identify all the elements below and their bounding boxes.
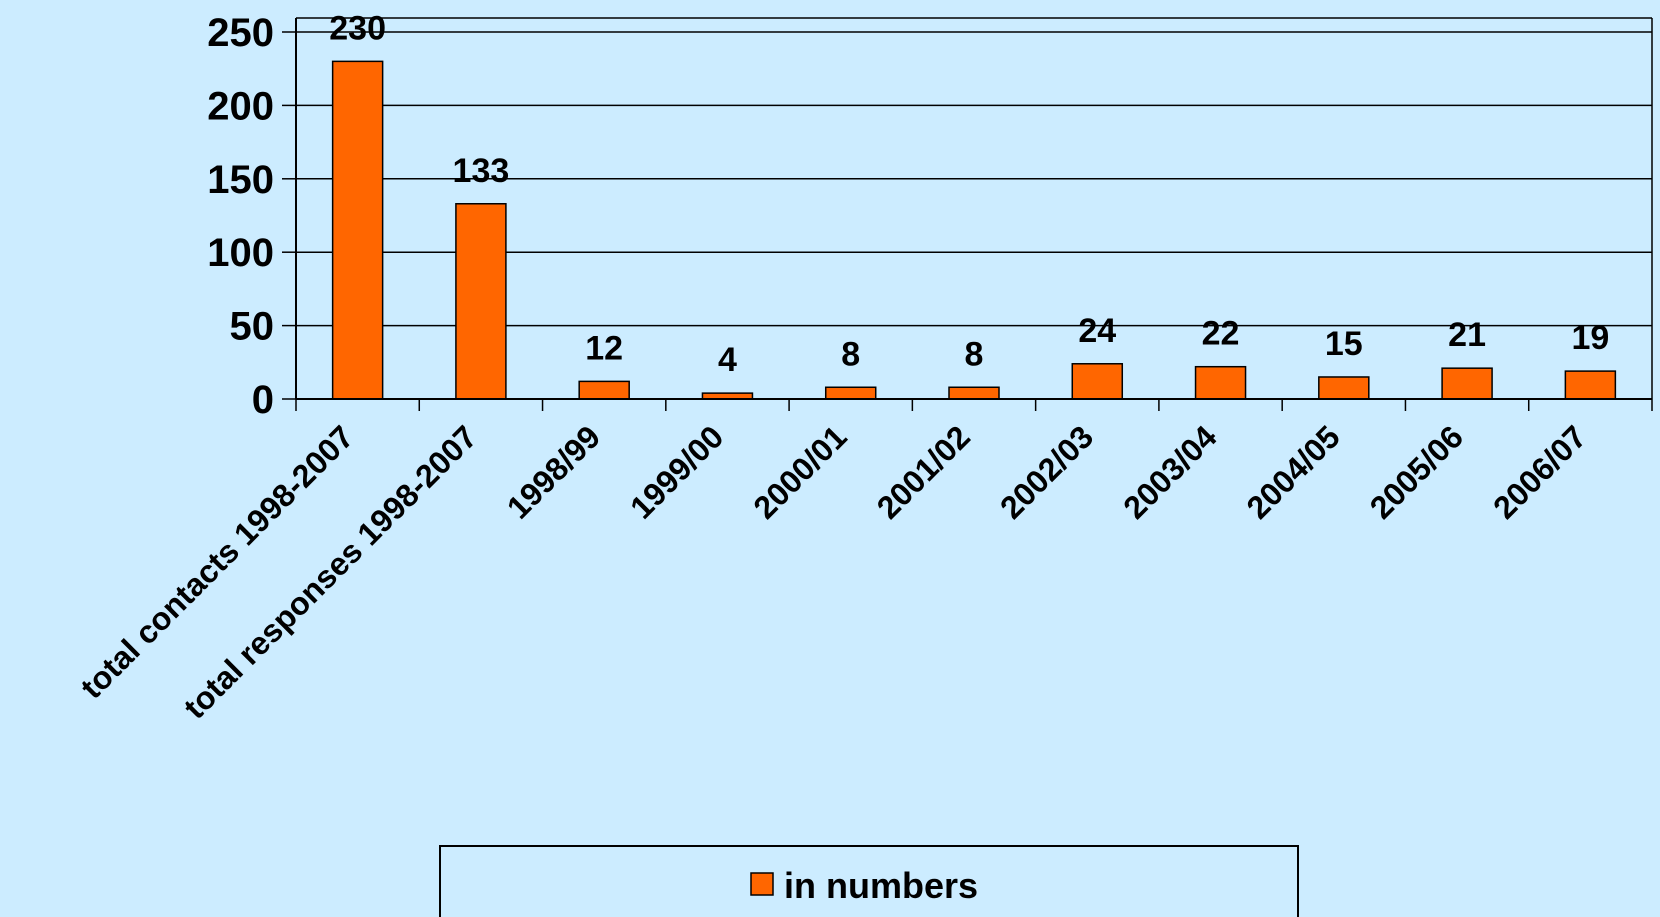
bar xyxy=(1442,368,1492,399)
x-tick-label: 2002/03 xyxy=(993,418,1100,525)
data-label: 12 xyxy=(585,329,623,367)
data-label: 8 xyxy=(965,335,984,373)
bar xyxy=(826,387,876,399)
x-tick-label: 2000/01 xyxy=(746,418,853,525)
bar xyxy=(1072,364,1122,399)
x-tick-label: 2003/04 xyxy=(1116,418,1223,525)
y-tick-label: 250 xyxy=(207,11,274,55)
x-tick-label: 1999/00 xyxy=(623,418,730,525)
y-tick-label: 150 xyxy=(207,158,274,202)
data-labels: 230 133 12 4 8 8 24 22 15 21 19 xyxy=(329,9,1609,379)
data-label: 19 xyxy=(1571,319,1609,357)
bar xyxy=(1319,377,1369,399)
y-tick-label: 0 xyxy=(252,378,274,422)
data-label: 24 xyxy=(1078,312,1116,350)
data-label: 15 xyxy=(1325,325,1363,363)
y-tick-label: 100 xyxy=(207,231,274,275)
data-label: 133 xyxy=(453,152,510,190)
data-label: 22 xyxy=(1202,315,1240,353)
x-tick-label: 1998/99 xyxy=(500,418,607,525)
y-tick-labels: 0 50 100 150 200 250 xyxy=(207,11,274,422)
x-tick-label: 2004/05 xyxy=(1240,418,1347,525)
bar xyxy=(949,387,999,399)
legend-label: in numbers xyxy=(784,865,978,906)
data-label: 21 xyxy=(1448,316,1486,354)
bar xyxy=(456,204,506,399)
data-label: 8 xyxy=(841,335,860,373)
x-tick-label: 2005/06 xyxy=(1363,418,1470,525)
legend-swatch xyxy=(751,873,773,895)
legend: in numbers xyxy=(440,846,1298,917)
bar xyxy=(579,381,629,399)
bar xyxy=(1565,371,1615,399)
y-tick-label: 50 xyxy=(230,305,275,349)
x-tick-label: 2001/02 xyxy=(870,418,977,525)
bar xyxy=(333,61,383,399)
bar xyxy=(1196,367,1246,399)
data-label: 230 xyxy=(329,9,386,47)
x-tick-label: 2006/07 xyxy=(1486,418,1593,525)
y-tick-label: 200 xyxy=(207,84,274,128)
data-label: 4 xyxy=(718,341,737,379)
